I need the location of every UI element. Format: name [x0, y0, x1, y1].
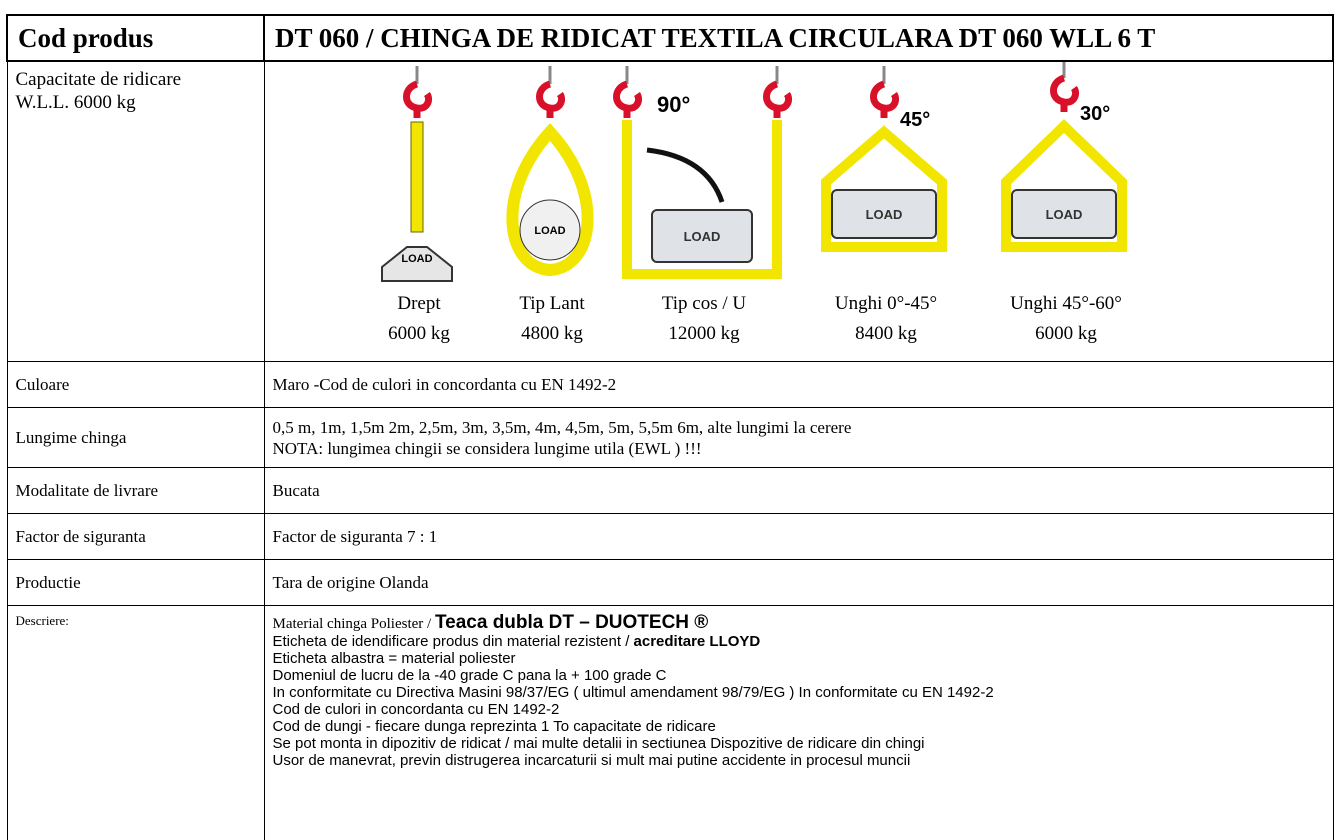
row-label: Factor de siguranta: [7, 514, 264, 560]
hook: [406, 84, 428, 118]
sling-load: 12000 kg: [668, 323, 740, 344]
description-line: Cod de culori in concordanta cu EN 1492-…: [273, 701, 1325, 718]
sling-name: Drept: [397, 293, 441, 314]
header-label: Cod produs: [7, 15, 264, 61]
hook: [616, 84, 638, 118]
line-text: Eticheta de idendificare produs din mate…: [273, 633, 634, 650]
row-line: Tara de origine Olanda: [273, 572, 1325, 593]
row-label: Culoare: [7, 362, 264, 408]
sling-name: Tip Lant: [519, 293, 585, 314]
strap: [411, 122, 423, 232]
product-table: Cod produs DT 060 / CHINGA DE RIDICAT TE…: [6, 14, 1334, 840]
sling-name: Unghi 45°-60°: [1010, 293, 1122, 314]
info-row: Culoare Maro -Cod de culori in concordant…: [7, 362, 1333, 408]
hook: [766, 84, 788, 118]
line-text: Material chinga Poliester /: [273, 616, 435, 632]
info-row: Factor de siguranta Factor de siguranta 7…: [7, 514, 1333, 560]
description-line: Cod de dungi - fiecare dunga reprezinta …: [273, 718, 1325, 735]
angle-label: 30°: [1080, 103, 1110, 125]
label-line: Capacitate de ridicare: [16, 68, 256, 91]
load-tag: LOAD: [534, 225, 565, 237]
row-label: Modalitate de livrare: [7, 468, 264, 514]
angle-label: 45°: [900, 109, 930, 131]
description-line: Eticheta albastra = material poliester: [273, 650, 1325, 667]
hook: [1053, 78, 1075, 112]
row-value: Bucata: [264, 468, 1333, 514]
sling-load: 6000 kg: [1035, 323, 1097, 344]
sling-name: Unghi 0°-45°: [834, 293, 936, 314]
header-row: Cod produs DT 060 / CHINGA DE RIDICAT TE…: [7, 15, 1333, 61]
sling-load: 4800 kg: [521, 323, 583, 344]
description-line: Se pot monta in dipozitiv de ridicat / m…: [273, 735, 1325, 752]
row-value: Tara de origine Olanda: [264, 560, 1333, 606]
description-line: In conformitate cu Directiva Masini 98/3…: [273, 684, 1325, 701]
sling-load: 8400 kg: [855, 323, 917, 344]
angle-label: 90°: [657, 92, 690, 117]
row-label: Lungime chinga: [7, 408, 264, 468]
angle-arrow: [647, 150, 722, 202]
load-tag: LOAD: [1045, 207, 1082, 222]
row-value: Maro -Cod de culori in concordanta cu EN…: [264, 362, 1333, 408]
load-tag: LOAD: [683, 229, 720, 244]
hook: [539, 84, 561, 118]
sling-name: Tip cos / U: [661, 293, 746, 314]
row-line: Bucata: [273, 480, 1325, 501]
row-line: Maro -Cod de culori in concordanta cu EN…: [273, 374, 1325, 395]
sling-illustrations: LOAD Drept 6000 kg LOAD Tip Lant 4800 kg LOAD 9…: [265, 62, 1335, 355]
description-line: Usor de manevrat, previn distrugerea inc…: [273, 752, 1325, 769]
row-line: 0,5 m, 1m, 1,5m 2m, 2,5m, 3m, 3,5m, 4m, …: [273, 417, 1325, 438]
description-label: Descriere:: [7, 606, 264, 840]
line-emphasis: acreditare LLOYD: [634, 633, 761, 650]
row-line: NOTA: lungimea chingii se considera lung…: [273, 438, 1325, 459]
row-line: Factor de siguranta 7 : 1: [273, 526, 1325, 547]
info-row: Lungime chinga 0,5 m, 1m, 1,5m 2m, 2,5m, …: [7, 408, 1333, 468]
description-line: Material chinga Poliester / Teaca dubla …: [273, 614, 1325, 633]
sling-load: 6000 kg: [388, 323, 450, 344]
load-tag: LOAD: [865, 207, 902, 222]
hook: [873, 84, 895, 118]
description-line: Domeniul de lucru de la -40 grade C pana…: [273, 667, 1325, 684]
header-title: DT 060 / CHINGA DE RIDICAT TEXTILA CIRCU…: [264, 15, 1333, 61]
description-text: Material chinga Poliester / Teaca dubla …: [264, 606, 1333, 840]
description-row: Descriere: Material chinga Poliester / T…: [7, 606, 1333, 840]
info-row: Productie Tara de origine Olanda: [7, 560, 1333, 606]
row-value: 0,5 m, 1m, 1,5m 2m, 2,5m, 3m, 3,5m, 4m, …: [264, 408, 1333, 468]
row-label: Productie: [7, 560, 264, 606]
load-tag: LOAD: [401, 253, 432, 265]
line-emphasis: Teaca dubla DT – DUOTECH ®: [435, 612, 708, 633]
info-row: Modalitate de livrare Bucata: [7, 468, 1333, 514]
row-value: Factor de siguranta 7 : 1: [264, 514, 1333, 560]
label-line: W.L.L. 6000 kg: [16, 91, 256, 114]
description-line: Eticheta de idendificare produs din mate…: [273, 633, 1325, 650]
